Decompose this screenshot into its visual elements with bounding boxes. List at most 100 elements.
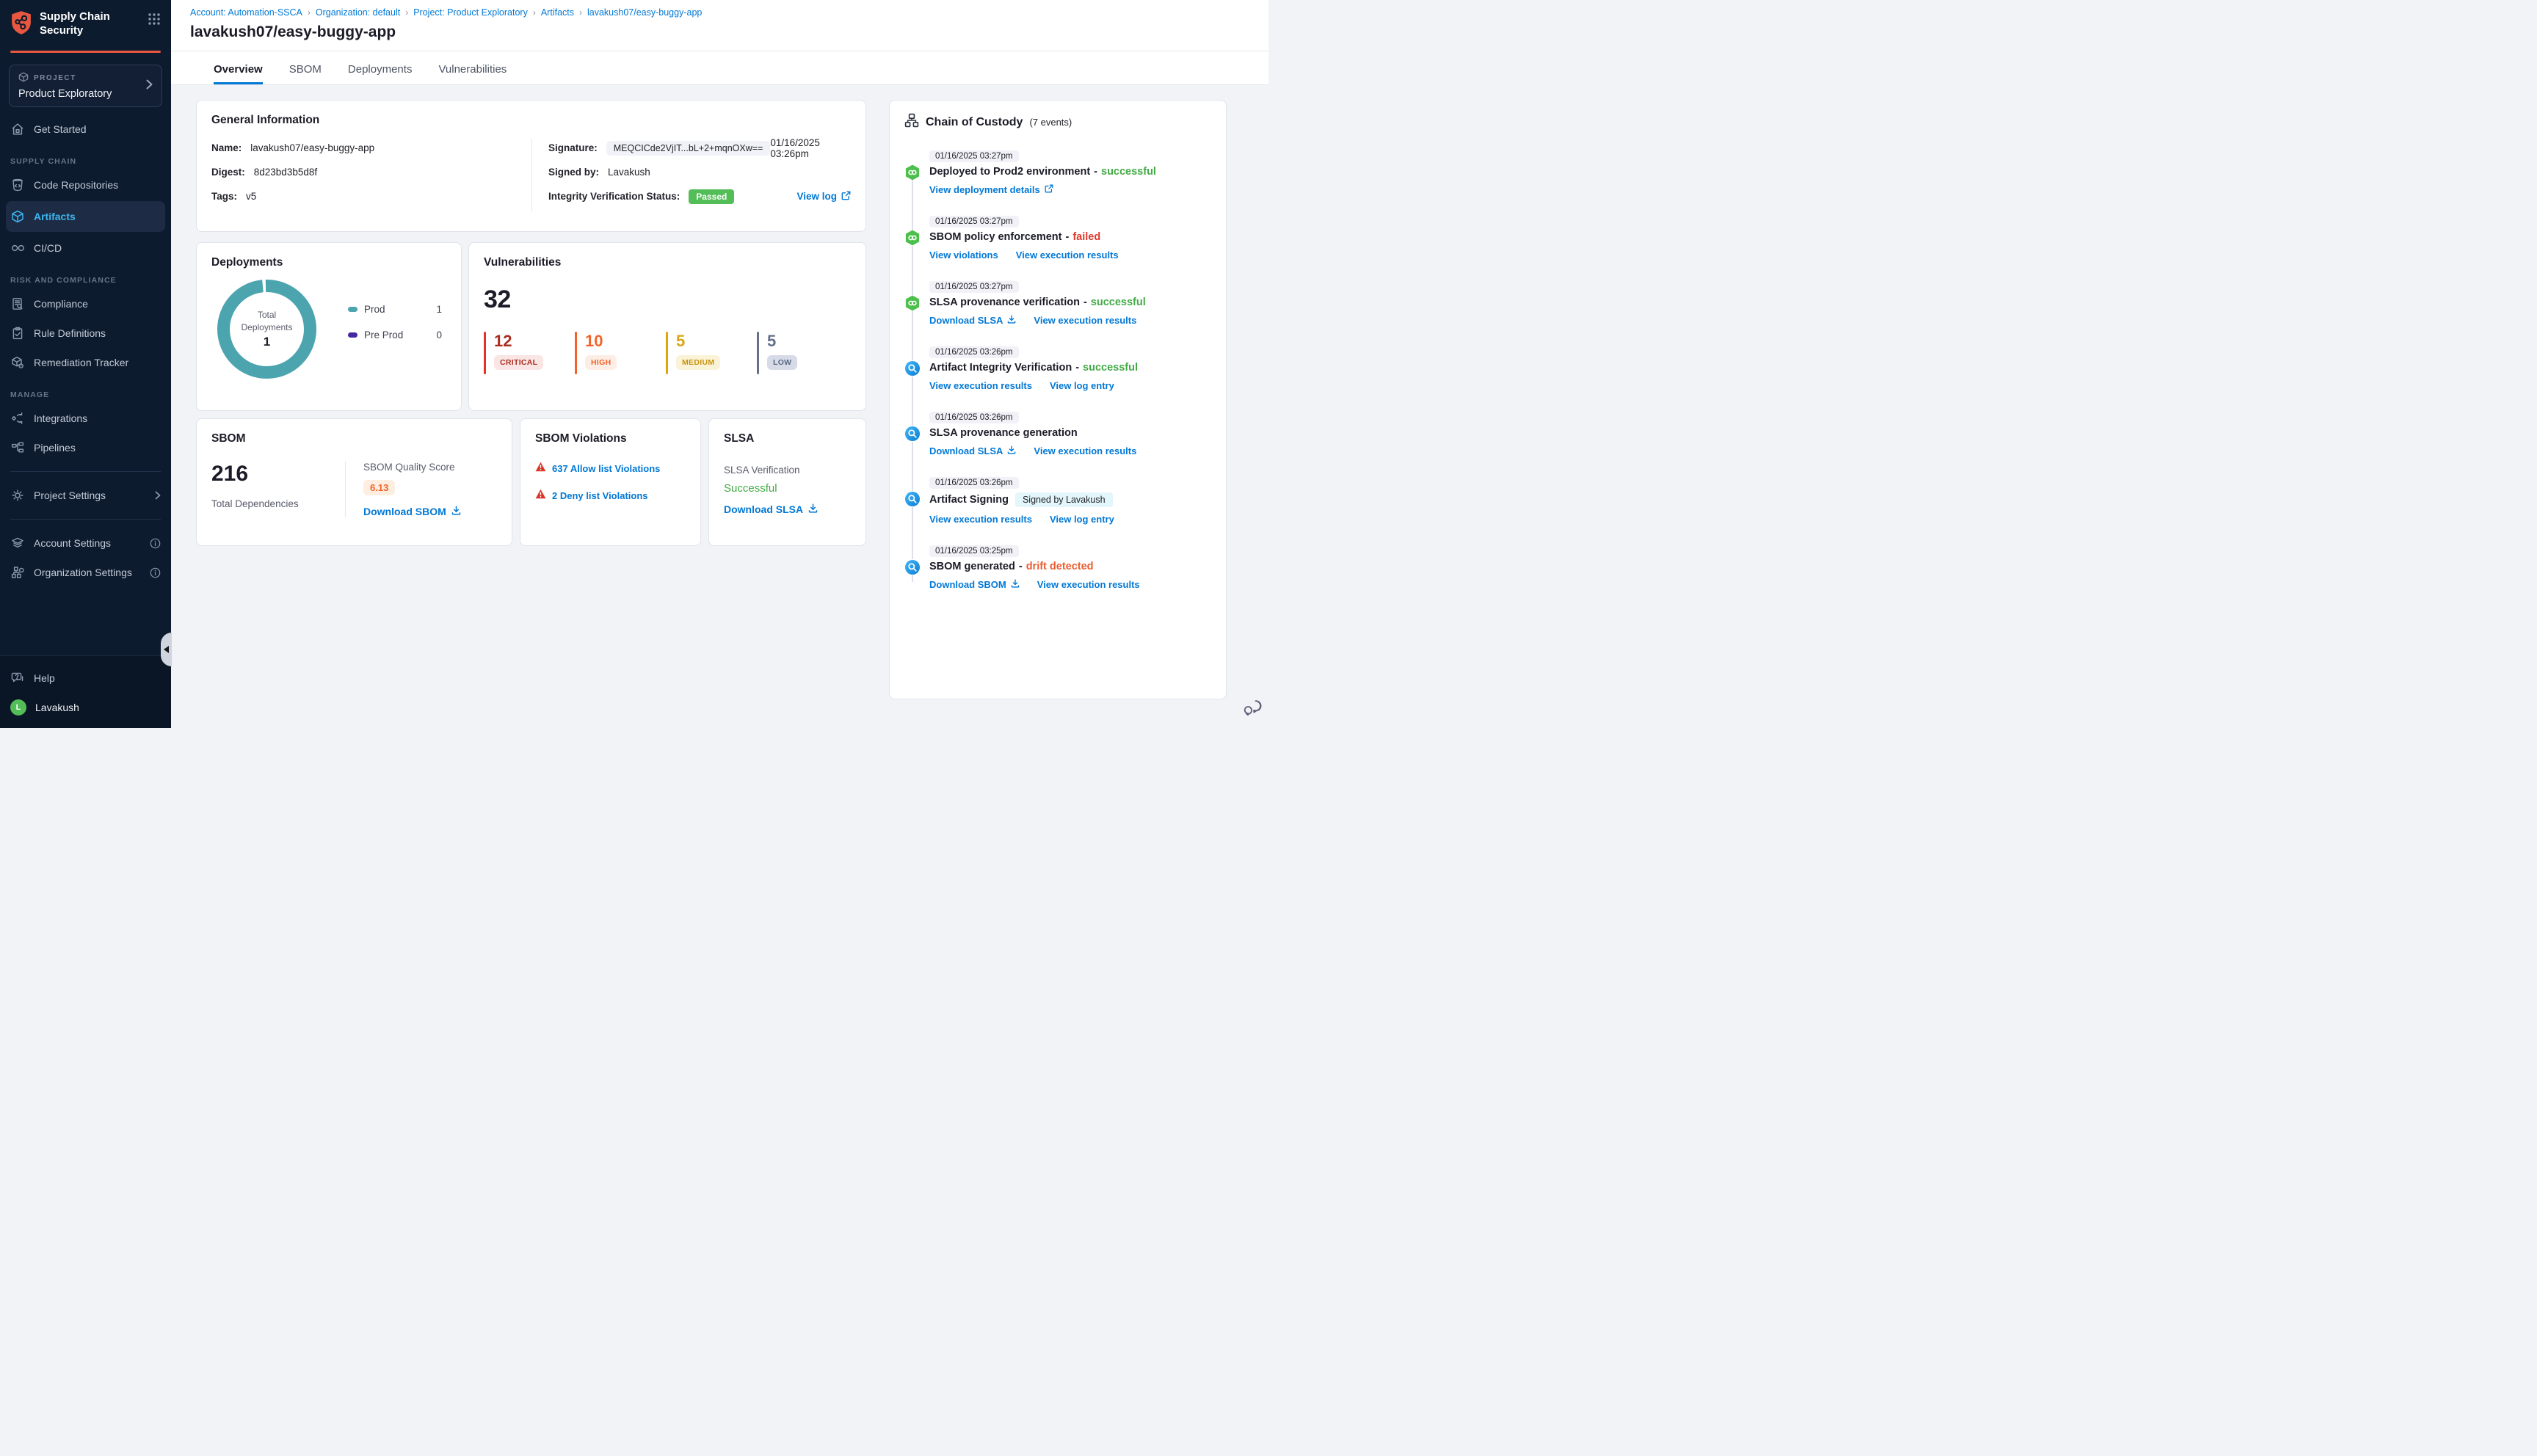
digest-label: Digest: xyxy=(211,167,245,178)
tab-vulnerabilities[interactable]: Vulnerabilities xyxy=(438,63,507,76)
timeline-event: 01/16/2025 03:27pm SBOM policy enforceme… xyxy=(904,214,1211,280)
feedback-chat-icon[interactable] xyxy=(1244,698,1263,721)
info-icon[interactable] xyxy=(150,538,161,549)
event-title: Artifact Signing xyxy=(929,494,1009,506)
event-title: SBOM generated xyxy=(929,561,1015,572)
download-slsa-link[interactable]: Download SLSA xyxy=(929,445,1016,456)
deny-list-violations-link[interactable]: 2 Deny list Violations xyxy=(535,489,686,503)
chain-of-custody-count: (7 events) xyxy=(1029,117,1072,128)
sidebar-item-help[interactable]: Help xyxy=(0,663,171,693)
breadcrumb-organization[interactable]: Organization: default xyxy=(315,7,401,18)
slsa-card: SLSA SLSA Verification Successful Downlo… xyxy=(708,418,866,546)
digest-value: 8d23bd3b5d8f xyxy=(253,167,318,178)
sidebar-item-project-settings[interactable]: Project Settings xyxy=(0,481,171,510)
severity-count: 12 xyxy=(494,332,512,350)
sidebar-item-label: Pipelines xyxy=(34,442,76,454)
tab-sbom[interactable]: SBOM xyxy=(288,63,322,76)
sidebar-item-code-repositories[interactable]: Code Repositories xyxy=(0,170,171,200)
view-execution-results-link[interactable]: View execution results xyxy=(1015,250,1119,261)
breadcrumb-current[interactable]: lavakush07/easy-buggy-app xyxy=(587,7,703,18)
sidebar-item-label: Account Settings xyxy=(34,537,112,549)
card-title: SLSA xyxy=(724,432,755,445)
sidebar-item-compliance[interactable]: Compliance xyxy=(0,289,171,318)
view-log-link[interactable]: View log xyxy=(796,191,851,203)
view-execution-results-link[interactable]: View execution results xyxy=(929,514,1032,525)
apps-grid-icon[interactable] xyxy=(148,12,161,29)
chain-of-custody-card: Chain of Custody (7 events) 01/16/2025 0… xyxy=(889,100,1227,699)
sidebar-item-account-settings[interactable]: Account Settings xyxy=(0,528,171,558)
sidebar-item-label: Artifacts xyxy=(34,211,76,222)
legend-value: 1 xyxy=(436,303,442,315)
download-icon xyxy=(1007,445,1016,456)
allow-list-violations-link[interactable]: 637 Allow list Violations xyxy=(535,462,686,476)
chevron-right-icon xyxy=(146,79,153,93)
breadcrumb-project[interactable]: Project: Product Exploratory xyxy=(413,7,528,18)
legend-item-pre-prod[interactable]: Pre Prod 0 xyxy=(348,330,442,341)
event-timestamp: 01/16/2025 03:27pm xyxy=(929,216,1019,228)
download-slsa-link[interactable]: Download SLSA xyxy=(929,315,1016,326)
signature-date: 01/16/2025 03:26pm xyxy=(770,136,820,159)
sidebar-item-integrations[interactable]: Integrations xyxy=(0,404,171,433)
sidebar-item-rule-definitions[interactable]: Rule Definitions xyxy=(0,318,171,348)
sbom-total-dependencies-label: Total Dependencies xyxy=(211,498,299,509)
help-chat-icon xyxy=(10,671,25,685)
event-status: successful xyxy=(1083,362,1138,374)
scan-search-circle-icon xyxy=(904,491,921,507)
section-label-manage: MANAGE xyxy=(10,390,50,399)
supply-chain-security-logo-icon xyxy=(10,10,32,39)
card-title: Vulnerabilities xyxy=(484,256,562,269)
tab-deployments[interactable]: Deployments xyxy=(347,63,413,76)
timeline-event: 01/16/2025 03:27pm Deployed to Prod2 env… xyxy=(904,149,1211,214)
scan-search-circle-icon xyxy=(904,360,921,376)
view-log-entry-link[interactable]: View log entry xyxy=(1049,514,1114,525)
sidebar-item-cicd[interactable]: CI/CD xyxy=(0,233,171,263)
tab-overview[interactable]: Overview xyxy=(214,63,263,84)
breadcrumb-account[interactable]: Account: Automation-SSCA xyxy=(190,7,302,18)
event-status: drift detected xyxy=(1026,561,1094,572)
sidebar-item-remediation-tracker[interactable]: Remediation Tracker xyxy=(0,348,171,377)
sbom-card: SBOM 216 Total Dependencies SBOM Quality… xyxy=(196,418,512,546)
view-execution-results-link[interactable]: View execution results xyxy=(1034,445,1137,456)
legend-item-prod[interactable]: Prod 1 xyxy=(348,304,442,315)
sidebar-item-artifacts[interactable]: Artifacts xyxy=(6,201,165,232)
download-slsa-link[interactable]: Download SLSA xyxy=(724,503,851,515)
event-timestamp: 01/16/2025 03:27pm xyxy=(929,281,1019,293)
view-execution-results-link[interactable]: View execution results xyxy=(1034,315,1137,326)
severity-count: 5 xyxy=(767,332,777,350)
sidebar-item-label: Help xyxy=(34,672,55,684)
sidebar-collapse-handle[interactable] xyxy=(161,633,172,666)
breadcrumb-artifacts[interactable]: Artifacts xyxy=(540,7,574,18)
sidebar-item-organization-settings[interactable]: Organization Settings xyxy=(0,558,171,587)
timeline-event: 01/16/2025 03:25pm SBOM generated - drif… xyxy=(904,544,1211,590)
severity-count: 10 xyxy=(585,332,603,350)
sidebar-item-pipelines[interactable]: Pipelines xyxy=(0,433,171,462)
tab-bar: Overview SBOM Deployments Vulnerabilitie… xyxy=(171,51,1268,85)
view-execution-results-link[interactable]: View execution results xyxy=(929,380,1032,391)
severity-count: 5 xyxy=(676,332,686,350)
severity-low: 5 LOW xyxy=(757,332,848,374)
view-execution-results-link[interactable]: View execution results xyxy=(1037,579,1140,590)
severity-badge: CRITICAL xyxy=(494,355,544,370)
view-violations-link[interactable]: View violations xyxy=(929,250,998,261)
sidebar-item-label: Integrations xyxy=(34,412,88,424)
total-deployments-value: 1 xyxy=(263,334,271,349)
view-deployment-details-link[interactable]: View deployment details xyxy=(929,184,1053,195)
info-icon[interactable] xyxy=(150,567,161,578)
sbom-quality-score-label: SBOM Quality Score xyxy=(363,462,455,473)
name-label: Name: xyxy=(211,142,242,153)
code-repo-icon xyxy=(10,178,25,192)
tags-value: v5 xyxy=(246,191,257,202)
download-sbom-link[interactable]: Download SBOM xyxy=(363,506,497,517)
user-menu[interactable]: L Lavakush xyxy=(0,693,171,722)
sidebar-item-label: Organization Settings xyxy=(34,567,132,578)
download-sbom-link[interactable]: Download SBOM xyxy=(929,579,1020,590)
external-link-icon xyxy=(1045,184,1053,195)
sidebar-item-get-started[interactable]: Get Started xyxy=(0,114,171,144)
project-selector[interactable]: PROJECT Product Exploratory xyxy=(9,65,162,107)
signature-value[interactable]: MEQCICde2VjIT...bL+2+mqnOXw== xyxy=(606,140,771,156)
event-status: failed xyxy=(1072,231,1101,243)
event-title: Deployed to Prod2 environment xyxy=(929,166,1091,178)
breadcrumb-separator: › xyxy=(405,7,409,18)
view-log-entry-link[interactable]: View log entry xyxy=(1049,380,1114,391)
severity-high: 10 HIGH xyxy=(575,332,666,374)
